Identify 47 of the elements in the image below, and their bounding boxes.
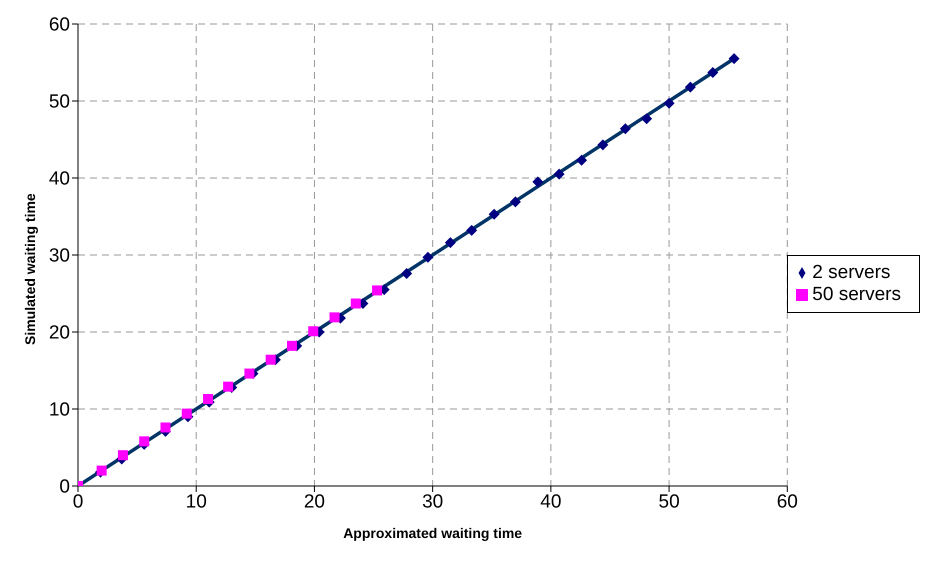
x-tick-label: 20 xyxy=(304,491,326,512)
point xyxy=(641,113,652,124)
x-tick-label: 10 xyxy=(186,491,207,512)
point xyxy=(597,139,608,150)
y-tick-label: 50 xyxy=(48,92,70,113)
point xyxy=(728,53,740,64)
y-tick-label: 40 xyxy=(48,168,70,190)
point xyxy=(510,196,521,208)
point xyxy=(266,354,276,365)
point xyxy=(466,224,478,236)
x-tick-label: 0 xyxy=(72,491,84,512)
x-tick-label: 50 xyxy=(658,491,680,512)
legend-label: 2 servers xyxy=(812,262,890,283)
x-tick-label: 30 xyxy=(422,491,444,512)
legend-label: 50 servers xyxy=(812,284,901,305)
point xyxy=(182,408,192,419)
y-axis-title: Simulated waiting time xyxy=(22,193,38,345)
point xyxy=(330,312,340,322)
y-tick-label: 20 xyxy=(48,322,70,344)
point xyxy=(620,123,631,134)
point xyxy=(532,176,544,188)
point xyxy=(422,252,434,263)
y-tick-label: 60 xyxy=(48,14,70,36)
point xyxy=(444,237,456,248)
point xyxy=(576,154,588,166)
point xyxy=(684,82,696,93)
x-tick-label: 60 xyxy=(776,491,798,512)
point xyxy=(139,436,150,446)
y-tick-label: 10 xyxy=(48,400,70,421)
point xyxy=(203,394,214,404)
point xyxy=(244,368,254,379)
point xyxy=(488,208,500,220)
y-tick-label: 0 xyxy=(59,476,70,498)
point xyxy=(372,285,382,296)
point xyxy=(664,98,675,109)
point xyxy=(707,67,718,78)
point xyxy=(350,298,361,309)
y-tick-label: 30 xyxy=(48,246,70,267)
point xyxy=(554,168,565,180)
point xyxy=(160,422,170,432)
x-tick-label: 40 xyxy=(540,491,562,512)
point xyxy=(223,382,234,392)
point xyxy=(118,450,128,460)
x-axis-title: Approximated waiting time xyxy=(343,525,522,541)
point xyxy=(401,268,412,279)
point xyxy=(308,326,318,336)
point xyxy=(286,340,297,351)
